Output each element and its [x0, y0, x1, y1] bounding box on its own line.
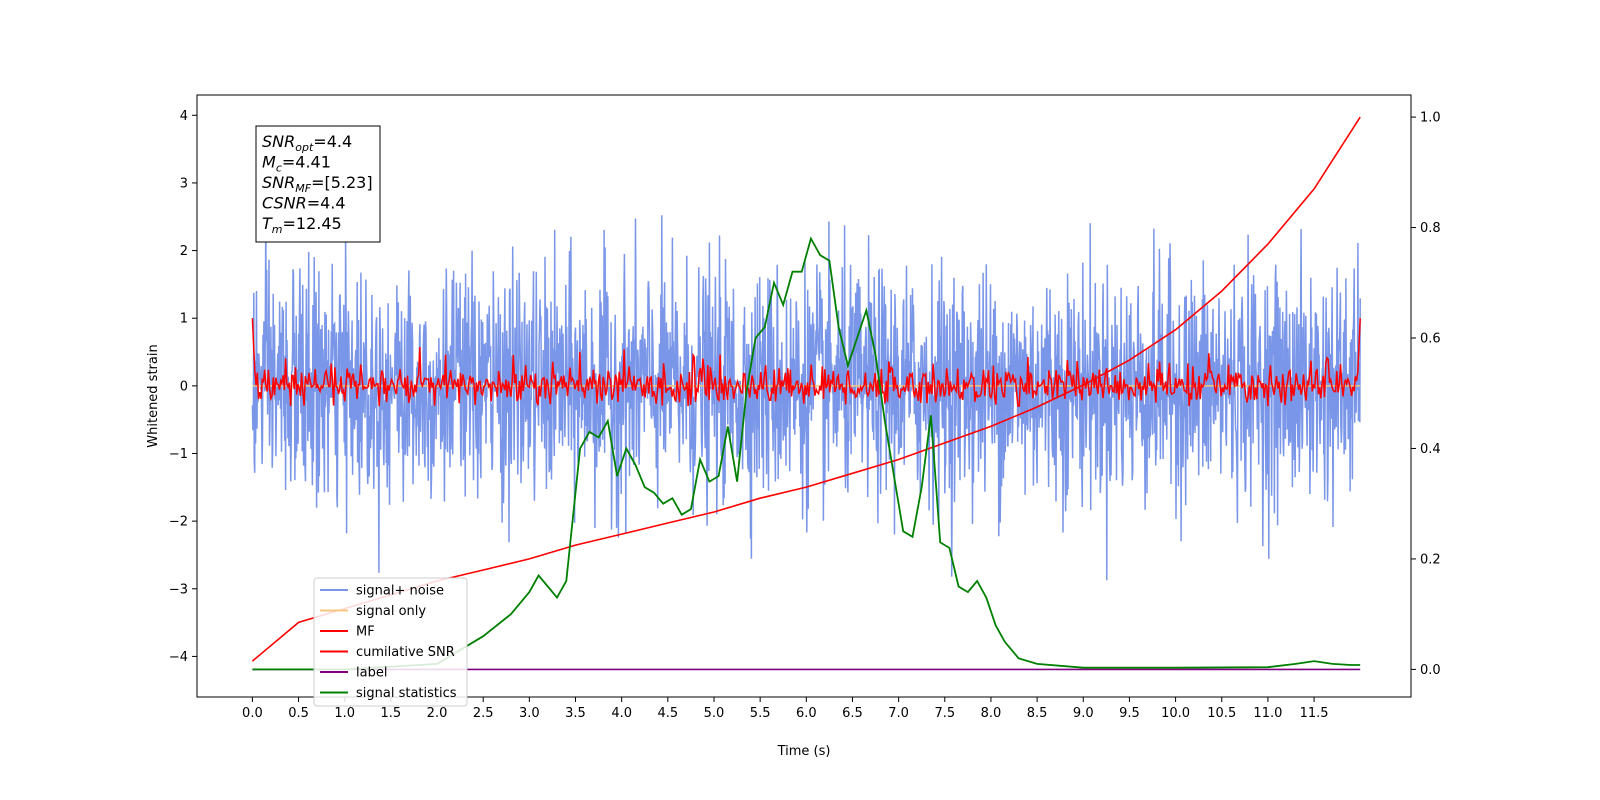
y-left-tick-label: 2: [180, 244, 188, 259]
y-right-tick-label: 1.0: [1420, 111, 1441, 126]
y-right-tick-label: 0.4: [1420, 442, 1441, 457]
info-box-line: Mc=4.41: [262, 153, 331, 175]
y-left-tick-label: −2: [169, 515, 188, 530]
x-tick-label: 10.0: [1161, 706, 1190, 721]
x-tick-label: 0.0: [242, 706, 263, 721]
x-tick-label: 6.0: [796, 706, 817, 721]
legend-label: MF: [356, 625, 375, 640]
x-tick-label: 9.0: [1073, 706, 1094, 721]
x-tick-label: 4.0: [611, 706, 632, 721]
x-tick-label: 5.5: [750, 706, 771, 721]
y-left-tick-label: −3: [169, 582, 188, 597]
x-tick-label: 4.5: [657, 706, 678, 721]
legend-label: signal only: [356, 604, 426, 619]
x-tick-label: 9.5: [1119, 706, 1140, 721]
y-left-tick-label: 3: [180, 176, 188, 191]
y-left-tick-label: 0: [180, 379, 188, 394]
legend-label: label: [356, 666, 387, 681]
y-left-tick-label: 4: [180, 109, 188, 124]
legend-label: signal+ noise: [356, 584, 444, 599]
x-tick-label: 8.5: [1027, 706, 1048, 721]
x-tick-label: 2.0: [427, 706, 448, 721]
axes-frame: [196, 94, 1412, 698]
series-signal-noise: [251, 214, 1361, 581]
legend-label: signal statistics: [356, 686, 457, 701]
y-right-tick-label: 0.6: [1420, 332, 1441, 347]
legend-frame: [313, 577, 468, 707]
x-tick-label: 7.5: [934, 706, 955, 721]
x-tick-label: 6.5: [842, 706, 863, 721]
y-right-tick-label: 0.8: [1420, 221, 1441, 236]
x-axis-label: Time (s): [777, 744, 831, 759]
series-mf: [251, 318, 1361, 407]
x-tick-label: 1.0: [334, 706, 355, 721]
y-left-tick-label: −4: [169, 650, 188, 665]
y-left-tick-label: 1: [180, 312, 188, 327]
info-box-line: Tm=12.45: [262, 214, 342, 236]
x-tick-label: 11.5: [1300, 706, 1329, 721]
x-tick-label: 10.5: [1207, 706, 1236, 721]
x-tick-label: 7.0: [888, 706, 909, 721]
info-box-frame: [255, 125, 381, 243]
x-tick-label: 11.0: [1253, 706, 1282, 721]
x-tick-label: 2.5: [473, 706, 494, 721]
x-tick-label: 8.0: [981, 706, 1002, 721]
y-right-tick-label: 0.2: [1420, 552, 1441, 567]
x-tick-label: 3.0: [519, 706, 540, 721]
info-box-line: CSNR=4.4: [262, 194, 346, 213]
x-tick-label: 3.5: [565, 706, 586, 721]
legend-label: cumilative SNR: [356, 645, 455, 660]
x-tick-label: 5.0: [704, 706, 725, 721]
y-right-tick-label: 0.0: [1420, 663, 1441, 678]
info-box: SNRopt=4.4Mc=4.41SNRMF=[5.23]CSNR=4.4Tm=…: [255, 125, 381, 243]
info-box-line: SNRMF=[5.23]: [262, 173, 373, 195]
info-box-line: SNRopt=4.4: [262, 132, 352, 154]
y-left-tick-label: −1: [169, 447, 188, 462]
x-tick-label: 1.5: [381, 706, 402, 721]
series-signal-statistics: [252, 236, 1361, 671]
legend: signal+ noise signal only MF cumilative SNR…: [313, 577, 468, 707]
y-axis-label: Whitened strain: [146, 344, 161, 447]
x-tick-label: 0.5: [288, 706, 309, 721]
